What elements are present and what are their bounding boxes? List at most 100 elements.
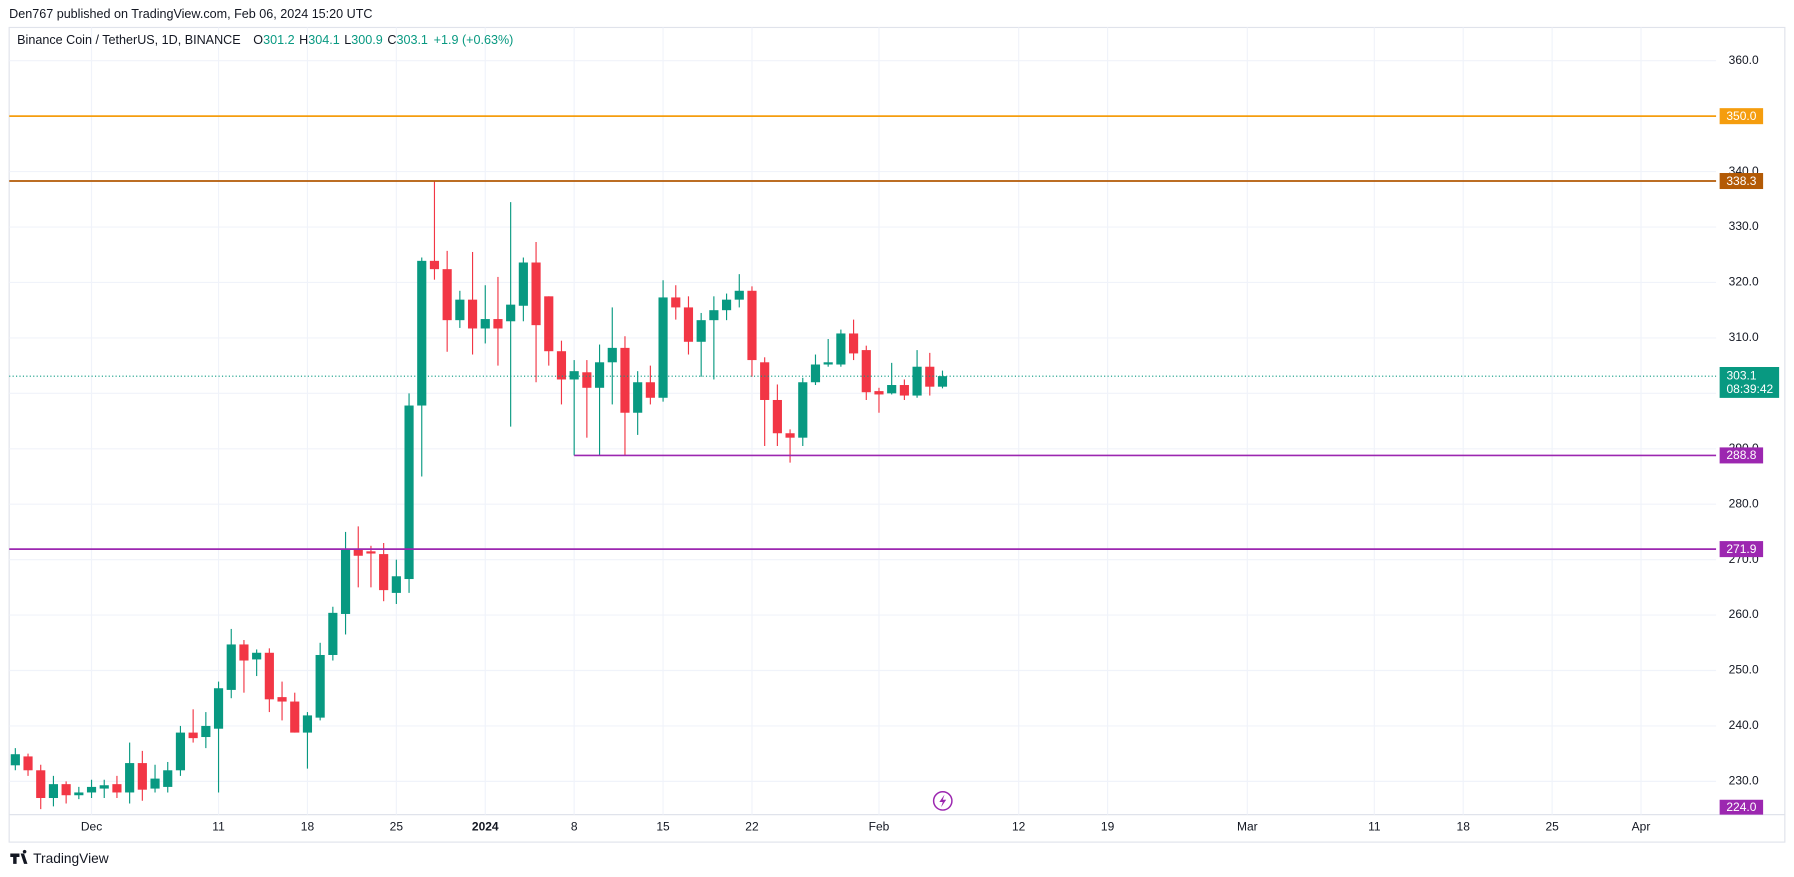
candle-body xyxy=(340,549,351,614)
candle-body xyxy=(467,299,478,329)
axes: 230.0240.0250.0260.0270.0280.0290.0300.0… xyxy=(81,53,1780,833)
candle-body xyxy=(645,382,655,398)
legend-value: 303.1 xyxy=(396,34,427,48)
y-tick-label: 330.0 xyxy=(1729,219,1759,233)
candle-body xyxy=(810,364,821,383)
candle-body xyxy=(99,785,109,789)
candle-body xyxy=(734,290,744,300)
candle-body xyxy=(163,770,173,787)
candle-body xyxy=(48,784,59,799)
x-tick-label: 19 xyxy=(1101,819,1115,833)
candle-body xyxy=(569,371,579,380)
candle-body xyxy=(683,307,694,342)
x-tick-label: Apr xyxy=(1632,819,1651,833)
last-price-box xyxy=(1719,366,1780,398)
candle-body xyxy=(366,551,376,554)
candle-body xyxy=(594,362,605,388)
candle-body xyxy=(887,385,897,394)
y-tick-label: 360.0 xyxy=(1729,53,1759,67)
pinned-label-box xyxy=(1719,799,1764,815)
legend-symbol: Binance Coin / TetherUS, 1D, BINANCE xyxy=(17,34,240,48)
candle-body xyxy=(760,362,770,400)
candle-body xyxy=(658,297,668,398)
candle-body xyxy=(201,725,211,738)
level-label-box xyxy=(1719,541,1764,558)
y-tick-label: 260.0 xyxy=(1729,607,1759,621)
x-tick-label: 12 xyxy=(1012,819,1026,833)
candle-body xyxy=(226,644,236,690)
footer-text: TradingView xyxy=(33,851,109,866)
y-tick-label: 250.0 xyxy=(1729,663,1759,677)
candle-body xyxy=(61,784,71,796)
candle-body xyxy=(188,732,198,739)
x-tick-label: 18 xyxy=(301,819,315,833)
candle-body xyxy=(671,297,681,308)
candle-body xyxy=(315,654,325,718)
candle-body xyxy=(404,405,414,580)
candle-body xyxy=(353,549,363,556)
publish-info: Den767 published on TradingView.com, Feb… xyxy=(9,7,372,21)
level-label-box xyxy=(1719,173,1764,190)
legend-key: H xyxy=(299,34,308,48)
footer-logo: TradingView xyxy=(10,849,109,866)
candle-body xyxy=(137,763,147,790)
candle-body xyxy=(379,554,389,591)
candle-body xyxy=(582,372,592,388)
x-tick-label: 18 xyxy=(1457,819,1471,833)
chart-frame xyxy=(8,26,1786,843)
x-tick-label: 11 xyxy=(1368,819,1381,833)
legend-value: 300.9 xyxy=(351,34,382,48)
candle-body xyxy=(10,754,20,766)
x-tick-label: 22 xyxy=(745,819,759,833)
candle-body xyxy=(429,260,440,270)
candle-body xyxy=(493,319,503,329)
candle-body xyxy=(277,697,287,702)
x-tick-label: Dec xyxy=(81,819,102,833)
x-tick-label: 15 xyxy=(656,819,670,833)
candle-body xyxy=(544,296,554,352)
candle-body xyxy=(264,652,274,700)
candle-body xyxy=(239,644,249,661)
candle-body xyxy=(328,612,338,655)
y-tick-label: 230.0 xyxy=(1729,774,1759,788)
y-tick-label: 240.0 xyxy=(1729,718,1759,732)
x-tick-label: 11 xyxy=(212,819,225,833)
candle-body xyxy=(912,366,922,396)
legend: Binance Coin / TetherUS, 1D, BINANCE O30… xyxy=(17,34,513,48)
candle-body xyxy=(620,347,630,413)
legend-key: C xyxy=(387,34,396,48)
candle-body xyxy=(442,269,452,321)
candle-body xyxy=(252,652,262,660)
candle-body xyxy=(518,262,528,306)
candle-body xyxy=(874,391,884,395)
candle-body xyxy=(556,351,567,380)
x-tick-label: 25 xyxy=(1545,819,1559,833)
candle-body xyxy=(531,262,541,326)
candle-body xyxy=(150,778,160,789)
y-tick-label: 280.0 xyxy=(1729,496,1759,510)
candle-body xyxy=(861,350,871,393)
candle-body xyxy=(607,347,617,363)
level-label-box xyxy=(1719,447,1764,464)
y-tick-label: 320.0 xyxy=(1729,275,1759,289)
candle-body xyxy=(937,376,948,387)
y-tick-label: 310.0 xyxy=(1729,330,1759,344)
candle-body xyxy=(391,576,401,593)
candle-body xyxy=(23,756,33,771)
legend-value: 301.2 xyxy=(263,34,294,48)
candle-body xyxy=(836,333,846,365)
candle-body xyxy=(290,701,300,733)
candle-body xyxy=(74,792,84,796)
level-label-box xyxy=(1719,108,1764,125)
candle-body xyxy=(213,688,224,729)
last-price-label: 303.1 xyxy=(1726,368,1756,382)
candle-body xyxy=(849,333,859,354)
level-label: 271.9 xyxy=(1726,542,1756,556)
candle-body xyxy=(175,732,186,771)
candle-body xyxy=(823,362,833,365)
candle-body xyxy=(480,319,490,329)
candle-body xyxy=(721,299,732,311)
event-icon xyxy=(932,791,953,811)
legend-value: 304.1 xyxy=(308,34,339,48)
